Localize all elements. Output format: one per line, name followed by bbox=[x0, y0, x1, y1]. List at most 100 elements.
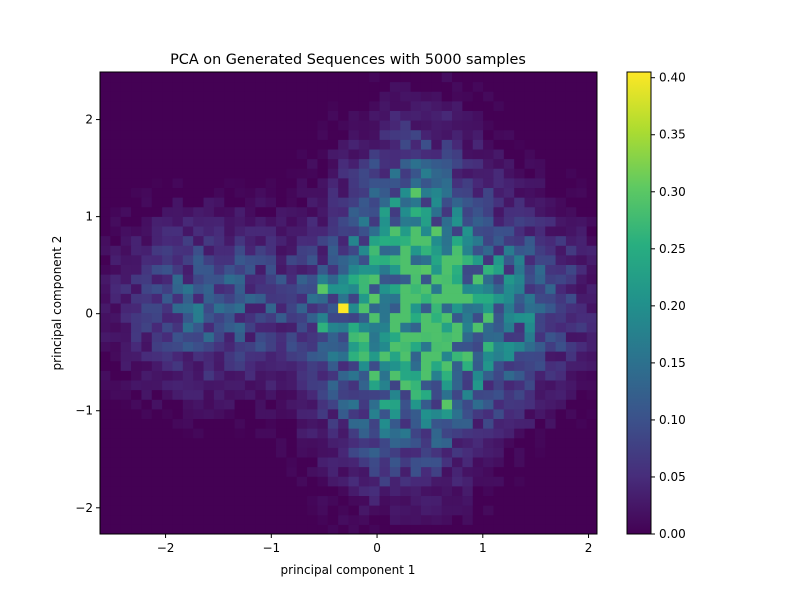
heatmap-cell bbox=[400, 226, 411, 236]
heatmap-cell bbox=[545, 447, 556, 457]
heatmap-cell bbox=[483, 370, 494, 380]
heatmap-cell bbox=[380, 130, 391, 140]
heatmap-cell bbox=[566, 515, 577, 525]
heatmap-cell bbox=[266, 457, 277, 467]
heatmap-cell bbox=[152, 322, 163, 332]
heatmap-cell bbox=[566, 505, 577, 515]
heatmap-cell bbox=[349, 226, 360, 236]
heatmap-cell bbox=[141, 447, 152, 457]
heatmap-cell bbox=[349, 524, 360, 534]
heatmap-cell bbox=[183, 438, 194, 448]
heatmap-cell bbox=[214, 274, 225, 284]
heatmap-cell bbox=[276, 265, 287, 275]
heatmap-cell bbox=[121, 265, 132, 275]
heatmap-cell bbox=[121, 390, 132, 400]
heatmap-cell bbox=[317, 428, 328, 438]
heatmap-cell bbox=[276, 322, 287, 332]
heatmap-cell bbox=[504, 351, 515, 361]
heatmap-cell bbox=[380, 496, 391, 506]
heatmap-cell bbox=[214, 265, 225, 275]
heatmap-cell bbox=[183, 303, 194, 313]
heatmap-cell bbox=[349, 438, 360, 448]
heatmap-cell bbox=[442, 515, 453, 525]
heatmap-cell bbox=[390, 342, 401, 352]
heatmap-cell bbox=[214, 236, 225, 246]
heatmap-cell bbox=[525, 274, 536, 284]
heatmap-cell bbox=[587, 322, 598, 332]
heatmap-cell bbox=[193, 255, 204, 265]
heatmap-cell bbox=[193, 149, 204, 159]
heatmap-cell bbox=[317, 322, 328, 332]
heatmap-cell bbox=[224, 265, 235, 275]
heatmap-cell bbox=[235, 130, 246, 140]
heatmap-cell bbox=[204, 515, 215, 525]
heatmap-cell bbox=[286, 111, 297, 121]
heatmap-cell bbox=[338, 284, 349, 294]
heatmap-cell bbox=[452, 130, 463, 140]
heatmap-cell bbox=[390, 72, 401, 82]
heatmap-cell bbox=[214, 438, 225, 448]
heatmap-cell bbox=[390, 178, 401, 188]
heatmap-cell bbox=[556, 515, 567, 525]
heatmap-cell bbox=[297, 428, 308, 438]
heatmap-cell bbox=[204, 226, 215, 236]
heatmap-cell bbox=[462, 419, 473, 429]
heatmap-cell bbox=[556, 361, 567, 371]
heatmap-cell bbox=[204, 197, 215, 207]
heatmap-cell bbox=[493, 332, 504, 342]
heatmap-cell bbox=[110, 409, 121, 419]
heatmap-cell bbox=[421, 447, 432, 457]
heatmap-cell bbox=[204, 111, 215, 121]
heatmap-cell bbox=[338, 476, 349, 486]
heatmap-cell bbox=[214, 351, 225, 361]
heatmap-cell bbox=[141, 438, 152, 448]
heatmap-cell bbox=[121, 274, 132, 284]
heatmap-cell bbox=[235, 428, 246, 438]
heatmap-cell bbox=[338, 197, 349, 207]
heatmap-cell bbox=[110, 399, 121, 409]
heatmap-cell bbox=[245, 130, 256, 140]
heatmap-cell bbox=[317, 168, 328, 178]
heatmap-cell bbox=[525, 332, 536, 342]
heatmap-cell bbox=[307, 322, 318, 332]
heatmap-cell bbox=[452, 197, 463, 207]
heatmap-cell bbox=[452, 120, 463, 130]
heatmap-cell bbox=[317, 332, 328, 342]
heatmap-cell bbox=[504, 265, 515, 275]
heatmap-cell bbox=[545, 284, 556, 294]
heatmap-cell bbox=[390, 82, 401, 92]
heatmap-cell bbox=[535, 207, 546, 217]
heatmap-cell bbox=[193, 322, 204, 332]
heatmap-cell bbox=[214, 207, 225, 217]
heatmap-cell bbox=[566, 168, 577, 178]
heatmap-cell bbox=[162, 342, 173, 352]
heatmap-cell bbox=[473, 236, 484, 246]
heatmap-cell bbox=[493, 322, 504, 332]
heatmap-cell bbox=[431, 351, 442, 361]
heatmap-cell bbox=[328, 457, 339, 467]
heatmap-cell bbox=[566, 265, 577, 275]
heatmap-cell bbox=[317, 207, 328, 217]
heatmap-cell bbox=[286, 370, 297, 380]
heatmap-cell bbox=[235, 168, 246, 178]
heatmap-cell bbox=[235, 496, 246, 506]
heatmap-cell bbox=[307, 216, 318, 226]
heatmap-cell bbox=[328, 168, 339, 178]
heatmap-cell bbox=[131, 236, 142, 246]
heatmap-cell bbox=[183, 322, 194, 332]
heatmap-cell bbox=[483, 351, 494, 361]
heatmap-cell bbox=[576, 101, 587, 111]
heatmap-cell bbox=[442, 438, 453, 448]
heatmap-cell bbox=[483, 149, 494, 159]
heatmap-cell bbox=[359, 486, 370, 496]
heatmap-cell bbox=[514, 207, 525, 217]
heatmap-cell bbox=[380, 226, 391, 236]
heatmap-cell bbox=[235, 322, 246, 332]
heatmap-cell bbox=[338, 524, 349, 534]
heatmap-cell bbox=[338, 380, 349, 390]
heatmap-cell bbox=[493, 82, 504, 92]
heatmap-cell bbox=[514, 409, 525, 419]
heatmap-cell bbox=[286, 505, 297, 515]
heatmap-cell bbox=[141, 178, 152, 188]
heatmap-cell bbox=[535, 332, 546, 342]
